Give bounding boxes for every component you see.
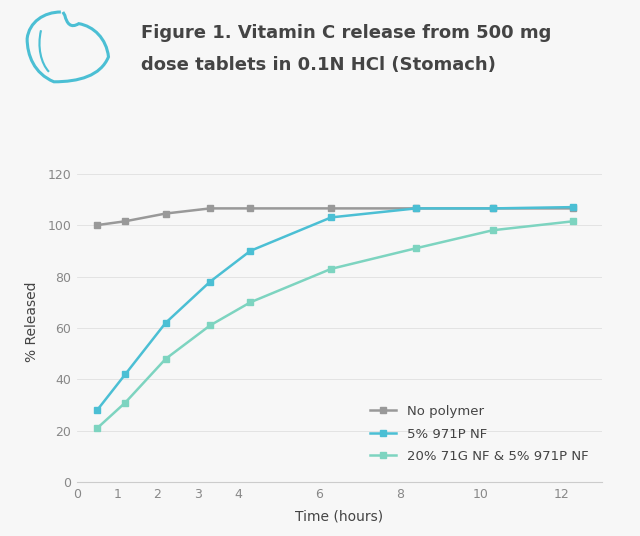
No polymer (489, 205, 497, 212)
Y-axis label: % Released: % Released (25, 281, 39, 362)
No polymer (570, 205, 577, 212)
5% 971P NF (327, 214, 335, 221)
No polymer (162, 210, 170, 217)
Legend: No polymer, 5% 971P NF, 20% 71G NF & 5% 971P NF: No polymer, 5% 971P NF, 20% 71G NF & 5% … (364, 399, 595, 470)
20% 71G NF & 5% 971P NF (489, 227, 497, 234)
No polymer (122, 218, 129, 225)
20% 71G NF & 5% 971P NF (122, 399, 129, 406)
No polymer (93, 222, 101, 228)
Text: Figure 1. Vitamin C release from 500 mg: Figure 1. Vitamin C release from 500 mg (141, 24, 551, 42)
No polymer (327, 205, 335, 212)
5% 971P NF (570, 204, 577, 210)
20% 71G NF & 5% 971P NF (412, 245, 420, 251)
20% 71G NF & 5% 971P NF (162, 356, 170, 362)
5% 971P NF (246, 248, 254, 254)
5% 971P NF (122, 371, 129, 377)
20% 71G NF & 5% 971P NF (570, 218, 577, 225)
Text: dose tablets in 0.1N HCl (Stomach): dose tablets in 0.1N HCl (Stomach) (141, 56, 495, 75)
No polymer (412, 205, 420, 212)
X-axis label: Time (hours): Time (hours) (295, 509, 383, 523)
No polymer (246, 205, 254, 212)
Line: 20% 71G NF & 5% 971P NF: 20% 71G NF & 5% 971P NF (93, 218, 577, 432)
20% 71G NF & 5% 971P NF (206, 322, 214, 329)
5% 971P NF (162, 319, 170, 326)
No polymer (206, 205, 214, 212)
Line: 5% 971P NF: 5% 971P NF (93, 204, 577, 414)
20% 71G NF & 5% 971P NF (246, 299, 254, 306)
5% 971P NF (93, 407, 101, 414)
Line: No polymer: No polymer (93, 205, 577, 228)
5% 971P NF (412, 205, 420, 212)
20% 71G NF & 5% 971P NF (327, 266, 335, 272)
20% 71G NF & 5% 971P NF (93, 425, 101, 431)
5% 971P NF (206, 279, 214, 285)
5% 971P NF (489, 205, 497, 212)
